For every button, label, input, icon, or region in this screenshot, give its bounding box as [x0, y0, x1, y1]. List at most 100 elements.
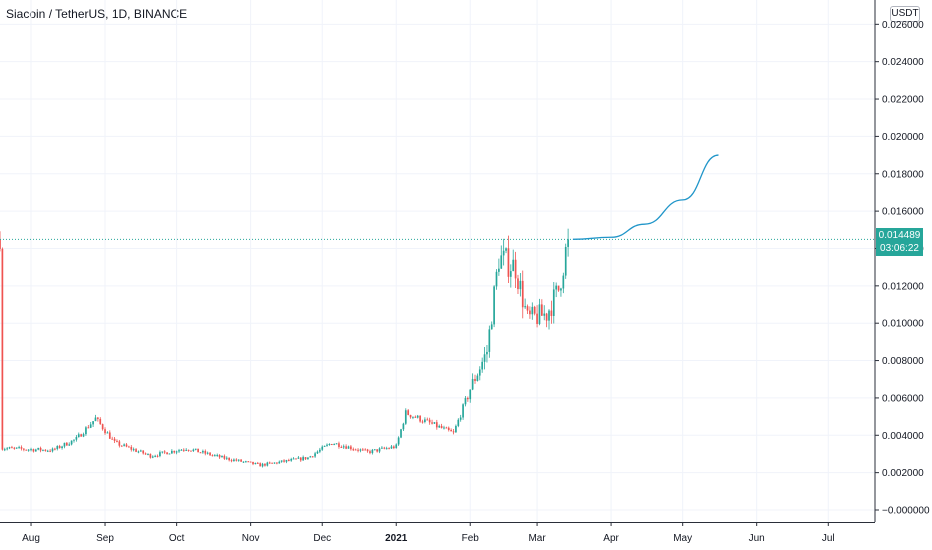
price-tick-label: 0.010000	[882, 319, 924, 330]
candle-body	[221, 455, 223, 458]
candle-body	[213, 455, 216, 457]
price-tick-label: 0.020000	[882, 132, 924, 143]
candle-body	[552, 289, 555, 316]
candle-body	[187, 449, 190, 451]
candle-body	[426, 419, 429, 421]
candle-body	[381, 447, 383, 449]
candle-body	[25, 449, 28, 451]
candle-body	[252, 461, 254, 465]
candle-body	[194, 448, 197, 450]
candle-body	[476, 375, 479, 381]
candle-body	[185, 449, 188, 451]
candle-body	[228, 457, 231, 461]
candle-body	[297, 457, 300, 459]
candle-body	[254, 462, 257, 465]
candle-body	[108, 432, 111, 439]
candle-body	[128, 446, 130, 448]
candle-body	[347, 446, 350, 449]
candle-body	[178, 450, 180, 452]
time-tick-label: Nov	[242, 533, 260, 544]
candle-body	[354, 449, 357, 451]
candle-body	[507, 248, 510, 277]
candle-body	[192, 449, 195, 452]
candle-body	[564, 246, 567, 276]
candle-body	[385, 448, 388, 450]
candle-body	[101, 424, 104, 430]
price-tick-label: 0.006000	[882, 393, 924, 404]
candle-body	[42, 449, 44, 451]
candle-body	[342, 446, 345, 448]
candle-body	[445, 427, 448, 429]
candle-body	[304, 457, 307, 460]
candle-body	[562, 275, 565, 289]
candle-body	[557, 285, 560, 291]
candle-body	[206, 452, 209, 454]
candle-body	[46, 450, 49, 452]
projection-curve[interactable]	[572, 154, 719, 240]
candle-body	[350, 446, 352, 450]
candle-body	[526, 306, 529, 311]
candle-body	[123, 444, 125, 446]
candle-body	[225, 457, 228, 459]
candle-body	[290, 459, 293, 461]
candle-body	[390, 446, 393, 449]
candle-body	[321, 446, 324, 450]
candle-body	[182, 449, 185, 451]
candle-body	[316, 451, 319, 454]
time-tick-label: 2021	[385, 533, 408, 544]
time-tick-label: Aug	[22, 533, 40, 544]
candle-body	[73, 439, 75, 441]
candle-body	[540, 304, 543, 316]
candle-body	[280, 460, 283, 462]
candle-body	[319, 449, 321, 452]
candle-body	[240, 459, 242, 462]
candle-body	[500, 255, 503, 269]
candle-body	[113, 438, 116, 441]
candle-body	[37, 447, 40, 450]
candle-body	[531, 306, 534, 315]
price-tick-label: 0.012000	[882, 281, 924, 292]
candle-body	[373, 449, 376, 451]
price-tick-label: 0.026000	[882, 20, 924, 31]
candle-body	[307, 457, 309, 460]
candle-body	[235, 459, 238, 461]
candle-body	[447, 427, 450, 431]
candle-body	[462, 404, 464, 418]
candle-body	[521, 280, 524, 308]
candle-body	[371, 449, 374, 454]
candle-body	[428, 419, 431, 423]
candle-body	[467, 397, 469, 400]
candle-body	[309, 456, 312, 458]
currency-badge[interactable]: USDT	[890, 6, 920, 22]
candle-body	[330, 444, 333, 446]
candle-body	[402, 423, 405, 430]
candle-body	[543, 313, 546, 316]
time-tick-label: Mar	[528, 533, 546, 544]
candle-body	[92, 421, 94, 425]
candle-body	[137, 451, 140, 453]
time-axis[interactable]: Aug Sep Oct Nov Dec 2021 Feb Mar Apr May Jun Jul	[22, 522, 835, 544]
price-tick-label: 0.018000	[882, 169, 924, 180]
candle-body	[314, 453, 316, 457]
candle-body	[175, 451, 178, 453]
candle-body	[452, 431, 455, 433]
candle-body	[259, 463, 262, 467]
candle-body	[424, 419, 426, 423]
candle-body	[65, 442, 68, 446]
candle-body	[488, 329, 491, 352]
candle-body	[89, 424, 92, 428]
candle-body	[23, 448, 25, 450]
candle-body	[536, 313, 538, 324]
price-axis[interactable]: 0.026000 0.024000 0.022000 0.020000 0.018000…	[875, 20, 930, 517]
candle-body	[378, 448, 381, 452]
candle-body	[395, 444, 398, 449]
time-tick-label: Jun	[749, 533, 765, 544]
candle-body	[70, 440, 73, 445]
candle-body	[106, 432, 109, 434]
candle-body	[404, 410, 407, 424]
candle-body	[97, 417, 99, 419]
candle-body	[414, 416, 417, 418]
candle-body	[245, 461, 247, 463]
candle-body	[555, 285, 558, 290]
